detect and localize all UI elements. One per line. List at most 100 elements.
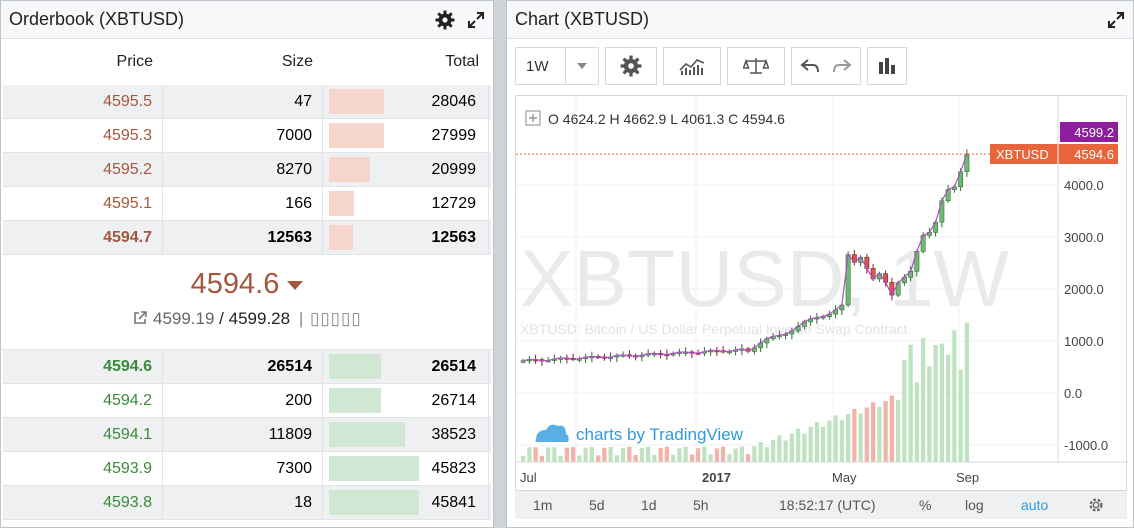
price-chart[interactable]: XBTUSD, 1W XBTUSD: Bitcoin / US Dollar P… xyxy=(516,96,1128,492)
indicators-button[interactable] xyxy=(663,47,721,85)
bid-total: 26714 xyxy=(431,391,477,409)
range-1m[interactable]: 1m xyxy=(533,497,553,513)
volume-bar xyxy=(858,413,863,462)
gear-icon[interactable] xyxy=(435,10,455,30)
volume-bar xyxy=(733,448,738,462)
volume-bar xyxy=(683,446,688,462)
interval-value: 1W xyxy=(526,57,549,75)
volume-bar xyxy=(527,447,532,462)
volume-bar xyxy=(583,447,588,462)
log-toggle[interactable]: log xyxy=(965,497,984,513)
chart-header: Chart (XBTUSD) xyxy=(507,1,1133,39)
tradingview-brand: charts by TradingView xyxy=(576,425,744,444)
orderbook-column-headers: Price Size Total xyxy=(1,39,493,85)
gear-icon xyxy=(620,55,642,77)
mark-index-prices: 4599.19 / 4599.28 | ▯▯▯▯▯ xyxy=(1,309,493,329)
chevron-down-icon xyxy=(565,48,588,84)
chart-area[interactable]: XBTUSD, 1W XBTUSD: Bitcoin / US Dollar P… xyxy=(515,95,1128,492)
ask-row[interactable]: 4595.1 166 12729 xyxy=(3,187,491,221)
percent-toggle[interactable]: % xyxy=(919,497,932,513)
volume-bar xyxy=(933,344,938,462)
mark-price-tag-bg xyxy=(1060,122,1118,142)
ask-size: 7000 xyxy=(163,119,323,152)
orderbook-header: Orderbook (XBTUSD) xyxy=(1,1,493,39)
ask-total-cell: 12563 xyxy=(323,221,489,254)
range-5d[interactable]: 5d xyxy=(589,497,605,513)
watermark: XBTUSD, 1W xyxy=(520,234,1009,323)
range-5h[interactable]: 5h xyxy=(693,497,709,513)
external-link-icon[interactable] xyxy=(132,310,148,326)
scale-icon xyxy=(743,58,769,74)
bid-row[interactable]: 4594.2 200 26714 xyxy=(3,384,491,418)
tradingview-logo[interactable]: charts by TradingView xyxy=(535,424,744,444)
volume-bar xyxy=(752,446,757,462)
legend-toggle-icon[interactable] xyxy=(525,110,541,126)
down-arrow-icon xyxy=(287,280,304,290)
redo-icon[interactable] xyxy=(832,58,852,74)
expand-icon[interactable] xyxy=(467,11,485,29)
gear-icon[interactable] xyxy=(1087,496,1105,517)
bid-row[interactable]: 4593.9 7300 45823 xyxy=(3,452,491,486)
volume-bar xyxy=(521,456,526,462)
bid-row[interactable]: 4594.6 26514 26514 xyxy=(3,350,491,384)
index-price[interactable]: 4599.28 xyxy=(228,309,291,328)
bid-row[interactable]: 4594.1 11809 38523 xyxy=(3,418,491,452)
volume-bar xyxy=(577,455,582,462)
volume-bar xyxy=(546,447,551,462)
orderbook-panel: Orderbook (XBTUSD) Price Size To xyxy=(0,0,494,528)
volume-bar xyxy=(589,447,594,462)
volume-bar xyxy=(639,447,644,462)
chart-title: Chart (XBTUSD) xyxy=(515,9,650,29)
volume-bar xyxy=(827,420,832,462)
volume-bar xyxy=(808,426,813,462)
bid-size: 200 xyxy=(163,384,323,417)
ask-row[interactable]: 4594.7 12563 12563 xyxy=(3,221,491,255)
volume-bar xyxy=(571,447,576,462)
ask-price: 4595.3 xyxy=(3,119,163,152)
moving-average-line xyxy=(523,153,968,362)
volume-bar xyxy=(946,354,951,462)
expand-icon[interactable] xyxy=(1107,11,1125,29)
ask-row[interactable]: 4595.2 8270 20999 xyxy=(3,153,491,187)
volume-bar xyxy=(764,447,769,462)
chart-bottom-bar: 1m 5d 1d 5h 18:52:17 (UTC) % log auto xyxy=(515,491,1127,519)
chart-type-button[interactable] xyxy=(867,47,907,85)
size-column-header: Size xyxy=(281,53,313,70)
bid-price: 4594.2 xyxy=(3,384,163,417)
volume-bar xyxy=(608,446,613,462)
volume-bar xyxy=(646,446,651,462)
undo-redo-group xyxy=(791,47,861,85)
volume-bar xyxy=(927,366,932,462)
range-1d[interactable]: 1d xyxy=(641,497,657,513)
depth-bar xyxy=(329,191,355,216)
bid-size: 18 xyxy=(163,486,323,519)
volume-bar xyxy=(833,415,838,462)
mark-price[interactable]: 4599.19 xyxy=(152,309,215,328)
volume-bar xyxy=(889,395,894,462)
volume-bar xyxy=(771,439,776,462)
last-price-tag-value: 4594.6 xyxy=(1074,147,1114,162)
bid-total: 26514 xyxy=(431,357,477,375)
bid-total: 38523 xyxy=(431,425,477,443)
volume-bar xyxy=(696,448,701,462)
depth-bar xyxy=(329,422,405,447)
bid-row[interactable]: 4593.8 18 45841 xyxy=(3,486,491,520)
volume-bar xyxy=(746,453,751,462)
bid-total-cell: 45841 xyxy=(323,486,489,519)
volume-bar xyxy=(802,433,807,462)
ask-row[interactable]: 4595.5 47 28046 xyxy=(3,85,491,119)
ask-total-cell: 12729 xyxy=(323,187,489,220)
undo-icon[interactable] xyxy=(800,58,820,74)
chart-settings-button[interactable] xyxy=(605,47,657,85)
total-column-header: Total xyxy=(445,53,479,70)
volume-bar xyxy=(664,446,669,462)
auto-toggle[interactable]: auto xyxy=(1021,497,1049,513)
volume-bar xyxy=(852,408,857,462)
ask-price: 4595.1 xyxy=(3,187,163,220)
price-tick-label: 0.0 xyxy=(1064,386,1082,401)
ask-price: 4594.7 xyxy=(3,221,163,254)
ask-total-cell: 27999 xyxy=(323,119,489,152)
interval-select[interactable]: 1W xyxy=(515,47,599,85)
ask-row[interactable]: 4595.3 7000 27999 xyxy=(3,119,491,153)
compare-button[interactable] xyxy=(727,47,785,85)
